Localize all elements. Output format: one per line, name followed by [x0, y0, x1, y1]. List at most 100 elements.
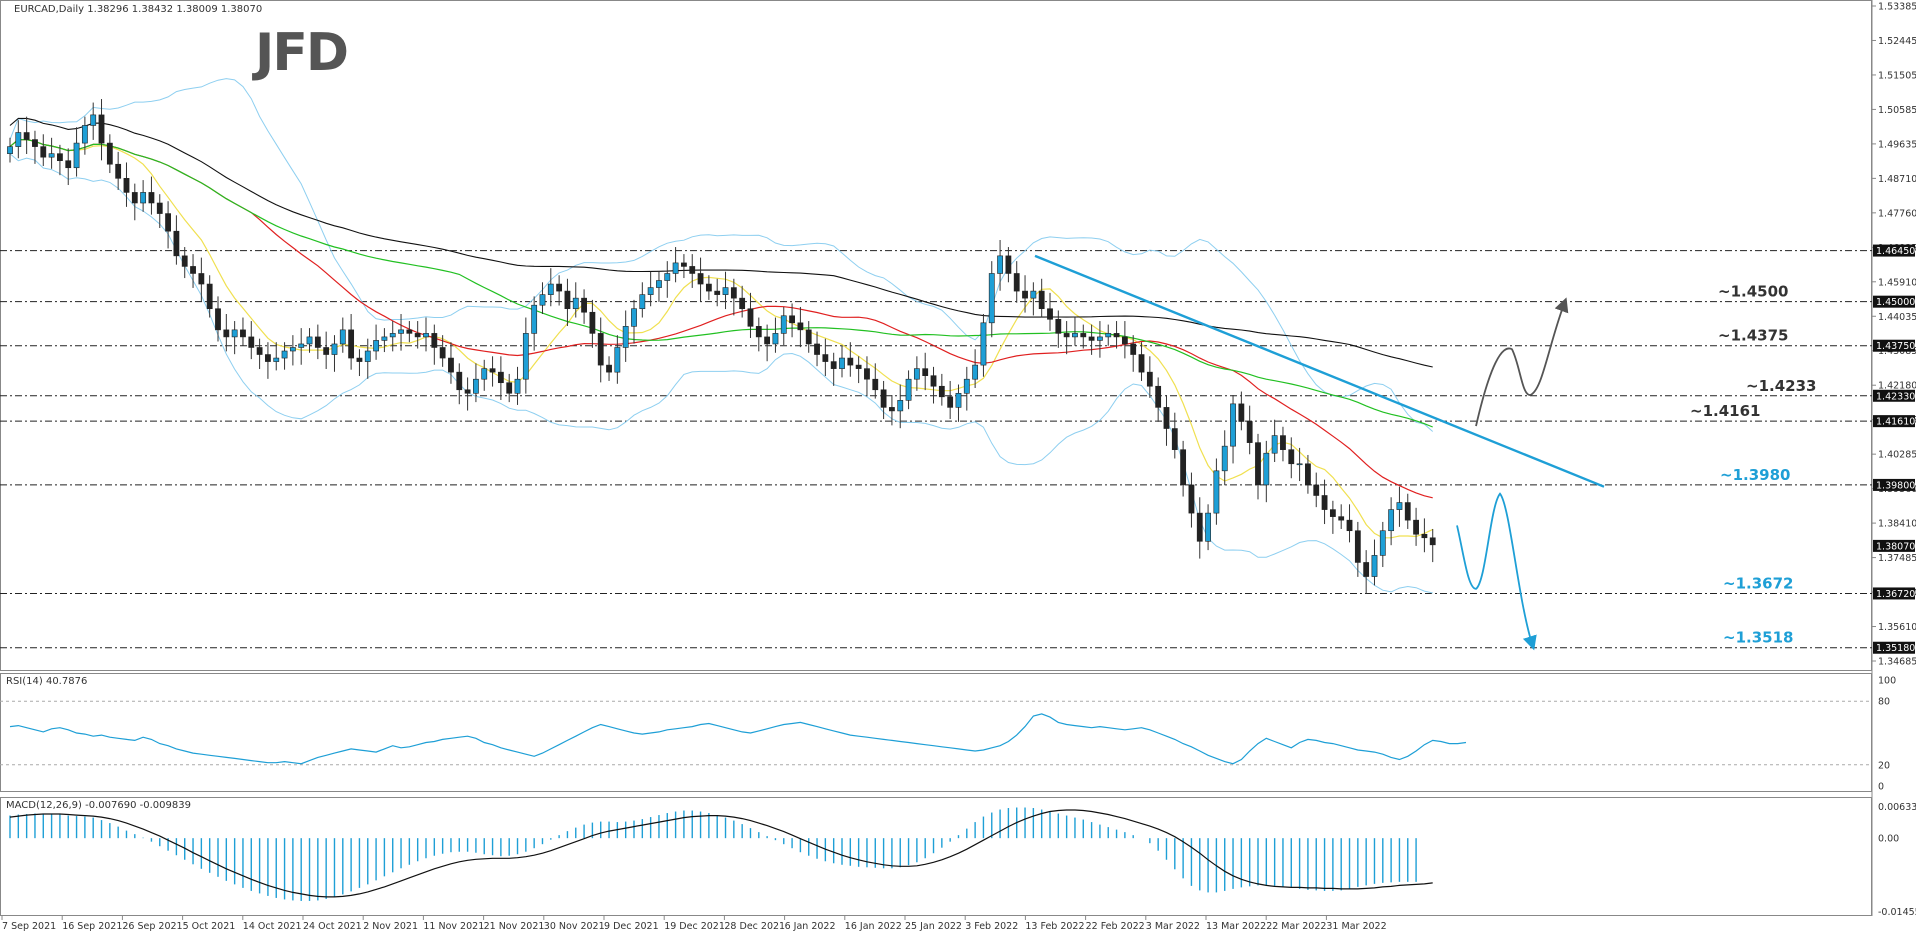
candle-body: [697, 273, 704, 285]
ma-yellow-line: [9, 139, 1433, 539]
y-tick-label: 1.40285: [1878, 450, 1916, 461]
current-price-label: 1.38070: [1876, 541, 1915, 552]
candle-body: [40, 146, 47, 158]
x-tick-label: 21 Nov 2021: [484, 921, 545, 932]
candle-body: [140, 192, 147, 204]
candle-body: [1171, 428, 1178, 450]
main-panel-frame: [0, 0, 1872, 671]
symbol-header: EURCAD,Daily 1.38296 1.38432 1.38009 1.3…: [14, 4, 262, 15]
price-label-4: 1.41610: [1876, 417, 1915, 428]
candle-body: [1097, 336, 1103, 341]
x-tick-label: 6 Jan 2022: [785, 921, 836, 932]
candle-body: [1363, 562, 1370, 577]
candle-body: [273, 357, 280, 362]
rsi-panel-frame: [0, 673, 1872, 792]
candle-body: [497, 371, 504, 384]
y-tick-label: 1.45910: [1878, 277, 1916, 288]
candle-body: [797, 322, 804, 331]
candle-body: [431, 333, 438, 348]
candle-body: [1213, 470, 1220, 514]
candle-body: [647, 287, 654, 295]
candle-body: [780, 315, 787, 334]
candle-body: [1196, 512, 1203, 542]
candle-body: [531, 304, 538, 334]
candle-body: [464, 389, 471, 394]
price-axis-level-labels: 1.46450 1.45000 1.43750 1.42330 1.41610 1.398…: [1873, 244, 1915, 654]
candle-body: [1072, 333, 1078, 338]
candle-body: [198, 273, 205, 285]
bollinger-bands: [9, 78, 1434, 594]
price-label-2: 1.43750: [1876, 341, 1915, 352]
candle-body: [106, 142, 113, 165]
candle-body: [389, 333, 396, 338]
candle-body: [306, 336, 313, 345]
candle-body: [631, 308, 637, 327]
candle-body: [905, 378, 912, 401]
candle-body: [1188, 484, 1195, 514]
candle-body: [348, 329, 355, 359]
candle-body: [539, 294, 546, 306]
candle-body: [98, 114, 105, 144]
price-label-box-5: [1873, 478, 1915, 491]
candle-body: [281, 350, 288, 359]
sr-annotation-6: ~1.3672: [1723, 574, 1793, 592]
y-tick-label: 1.50585: [1878, 105, 1916, 116]
x-tick-label: 26 Sep 2021: [122, 921, 182, 932]
candle-body: [32, 139, 38, 147]
x-tick-label: 22 Mar 2022: [1266, 921, 1326, 932]
macd-label: MACD(12,26,9) -0.007690 -0.009839: [6, 800, 191, 811]
candle-body: [639, 294, 646, 310]
candle-body: [1255, 442, 1261, 486]
rsi-tick-label: 0: [1878, 782, 1884, 793]
candle-body: [1088, 336, 1095, 341]
candle-body: [1163, 407, 1170, 429]
candle-body: [872, 378, 879, 391]
candle-body: [922, 368, 929, 376]
x-tick-label: 25 Jan 2022: [905, 921, 962, 932]
candle-body: [855, 364, 862, 369]
x-tick-label: 28 Dec 2021: [724, 921, 785, 932]
candle-body: [414, 333, 421, 338]
candle-body: [373, 340, 379, 352]
candle-body: [364, 350, 371, 362]
macd-tick-label: 0.00: [1878, 834, 1899, 845]
candle-body: [231, 329, 238, 338]
candle-body: [473, 378, 479, 394]
candle-body: [1338, 516, 1345, 521]
candle-body: [664, 273, 671, 281]
candle-body: [955, 392, 962, 408]
candle-body: [1305, 463, 1311, 486]
candle-body: [90, 114, 97, 126]
candle-body: [847, 357, 854, 366]
candle-body: [714, 290, 721, 295]
candle-body: [1371, 555, 1378, 577]
candle-body: [1105, 333, 1112, 338]
candle-body: [1429, 537, 1436, 546]
candle-body: [1180, 449, 1187, 486]
price-label-7: 1.35180: [1876, 643, 1915, 654]
macd-panel: 0.006337 0.00 -0.014558: [9, 802, 1916, 918]
support-resistance-annotations: ~1.4500 ~1.4375 ~1.4233 ~1.4161 ~1.3980 ~1.36…: [1690, 283, 1816, 647]
candle-body: [381, 336, 388, 341]
x-tick-label: 2 Nov 2021: [363, 921, 418, 932]
candle-body: [522, 333, 529, 380]
candle-body: [439, 347, 446, 359]
candle-body: [240, 329, 246, 338]
candle-body: [747, 308, 754, 327]
y-tick-label: 1.52445: [1878, 36, 1916, 47]
candle-body: [1263, 452, 1270, 486]
candle-body: [1354, 530, 1361, 563]
price-label-box-4: [1873, 415, 1915, 428]
candle-body: [1005, 255, 1012, 274]
downtrend-line: [1034, 254, 1605, 488]
candle-body: [289, 347, 296, 352]
candle-body: [1047, 308, 1053, 320]
x-tick-label: 24 Oct 2021: [303, 921, 362, 932]
candle-body: [506, 382, 513, 394]
candle-body: [123, 178, 130, 193]
candle-body: [1246, 421, 1253, 443]
candle-body: [356, 357, 363, 362]
macd-tick-label: -0.014558: [1878, 907, 1916, 918]
ma-green-line: [9, 139, 1433, 428]
